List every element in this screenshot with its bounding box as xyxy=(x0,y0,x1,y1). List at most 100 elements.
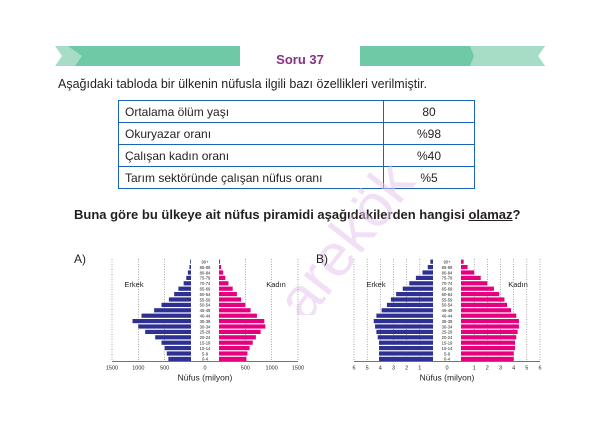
intro-text: Aşağıdaki tabloda bir ülkenin nüfusla il… xyxy=(58,77,427,91)
age-group-label: 90+ xyxy=(443,260,451,265)
bar-female xyxy=(219,308,251,313)
bar-male xyxy=(379,346,433,351)
bar-female xyxy=(219,292,237,297)
x-tick-label: 6 xyxy=(538,366,541,372)
age-group-label: 0-4 xyxy=(444,357,451,362)
x-axis-title: Nüfus (milyon) xyxy=(178,373,233,383)
age-group-label: 80-84 xyxy=(200,270,211,275)
age-group-label: 90+ xyxy=(201,260,209,265)
bar-male xyxy=(422,270,433,275)
age-group-label: 60-64 xyxy=(200,292,211,297)
bar-male xyxy=(409,281,433,286)
bar-female xyxy=(461,335,517,340)
pyramid-chart-b: 6 5 4 3 2 1 0 1 2 3 4 5 60-45-910-1415-1920-2425-293… xyxy=(352,259,542,383)
bar-female xyxy=(461,281,488,286)
bar-male xyxy=(132,319,191,324)
age-group-label: 60-64 xyxy=(442,292,453,297)
x-tick-label: 5 xyxy=(366,366,369,372)
bar-male xyxy=(376,329,433,334)
x-tick-label: 5 xyxy=(525,366,528,372)
age-group-label: 10-14 xyxy=(442,346,453,351)
table-row: Çalışan kadın oranı %40 xyxy=(118,144,475,167)
age-group-label: 0-4 xyxy=(202,357,209,362)
age-group-label: 15-19 xyxy=(442,341,453,346)
bar-female xyxy=(461,259,464,264)
bar-male xyxy=(155,335,191,340)
age-group-label: 85-89 xyxy=(442,265,453,270)
bar-male xyxy=(402,286,433,291)
x-tick-label: 3 xyxy=(499,366,502,372)
age-group-label: 20-24 xyxy=(442,335,453,340)
option-a-label[interactable]: A) xyxy=(74,252,86,266)
age-group-label: 40-44 xyxy=(200,314,211,319)
x-tick-label: 1000 xyxy=(132,366,144,372)
bar-male xyxy=(379,356,433,361)
bar-male xyxy=(386,302,433,307)
bar-female xyxy=(461,340,515,345)
bar-female xyxy=(219,265,222,270)
x-axis-title: Nüfus (milyon) xyxy=(420,373,475,383)
bar-male xyxy=(396,292,433,297)
question-end: ? xyxy=(512,207,521,222)
bar-male xyxy=(138,324,191,329)
bar-female xyxy=(219,329,261,334)
bar-male xyxy=(186,275,191,280)
bar-female xyxy=(461,286,494,291)
age-group-label: 55-59 xyxy=(442,297,453,302)
bar-male xyxy=(178,286,191,291)
bar-male xyxy=(379,340,433,345)
age-group-label: 35-39 xyxy=(442,319,453,324)
x-tick-label: 1000 xyxy=(266,366,278,372)
bar-female xyxy=(219,297,242,302)
x-tick-label: 6 xyxy=(352,366,355,372)
x-tick-label: 4 xyxy=(379,366,382,372)
question-number: Soru 37 xyxy=(276,52,324,67)
age-group-label: 5-9 xyxy=(202,351,209,356)
age-group-label: 30-34 xyxy=(200,324,211,329)
x-tick-label: 500 xyxy=(241,366,250,372)
bar-male xyxy=(154,308,191,313)
age-group-label: 35-39 xyxy=(200,319,211,324)
watermark: arekök xyxy=(263,149,427,315)
bar-female xyxy=(219,270,224,275)
bar-male xyxy=(164,346,191,351)
age-group-label: 70-74 xyxy=(442,281,453,286)
x-tick-label: 3 xyxy=(392,366,395,372)
bar-female xyxy=(219,346,250,351)
bar-female xyxy=(461,313,517,318)
bar-male xyxy=(376,313,433,318)
row-label: Çalışan kadın oranı xyxy=(118,144,384,167)
x-tick-label: 1 xyxy=(473,366,476,372)
bar-female xyxy=(461,302,508,307)
bar-female xyxy=(219,286,233,291)
bar-male xyxy=(166,351,191,356)
bar-male xyxy=(174,292,191,297)
x-tick-label: 500 xyxy=(160,366,169,372)
age-group-label: 10-14 xyxy=(200,346,211,351)
bar-male xyxy=(168,356,191,361)
row-label: Okuryazar oranı xyxy=(118,122,384,145)
bar-female xyxy=(461,292,500,297)
header-banner xyxy=(55,46,545,66)
x-tick-label: 1500 xyxy=(292,366,304,372)
age-group-label: 15-19 xyxy=(200,341,211,346)
bar-female xyxy=(461,265,468,270)
bar-female xyxy=(219,259,221,264)
bar-female xyxy=(461,356,514,361)
age-group-label: 55-59 xyxy=(200,297,211,302)
age-group-label: 75-79 xyxy=(442,276,453,281)
bar-female xyxy=(461,351,514,356)
bar-male xyxy=(373,319,433,324)
x-tick-label: 1500 xyxy=(106,366,118,372)
table-row: Tarım sektöründe çalışan nüfus oranı %5 xyxy=(118,166,475,189)
bar-male xyxy=(145,329,191,334)
row-value: %5 xyxy=(383,166,475,189)
bar-female xyxy=(461,275,481,280)
option-b-label[interactable]: B) xyxy=(316,252,328,266)
age-group-label: 65-69 xyxy=(442,287,453,292)
x-tick-label: 0 xyxy=(203,366,206,372)
x-tick-label: 2 xyxy=(405,366,408,372)
age-group-label: 45-49 xyxy=(200,308,211,313)
bar-male xyxy=(161,302,191,307)
age-group-label: 40-44 xyxy=(442,314,453,319)
